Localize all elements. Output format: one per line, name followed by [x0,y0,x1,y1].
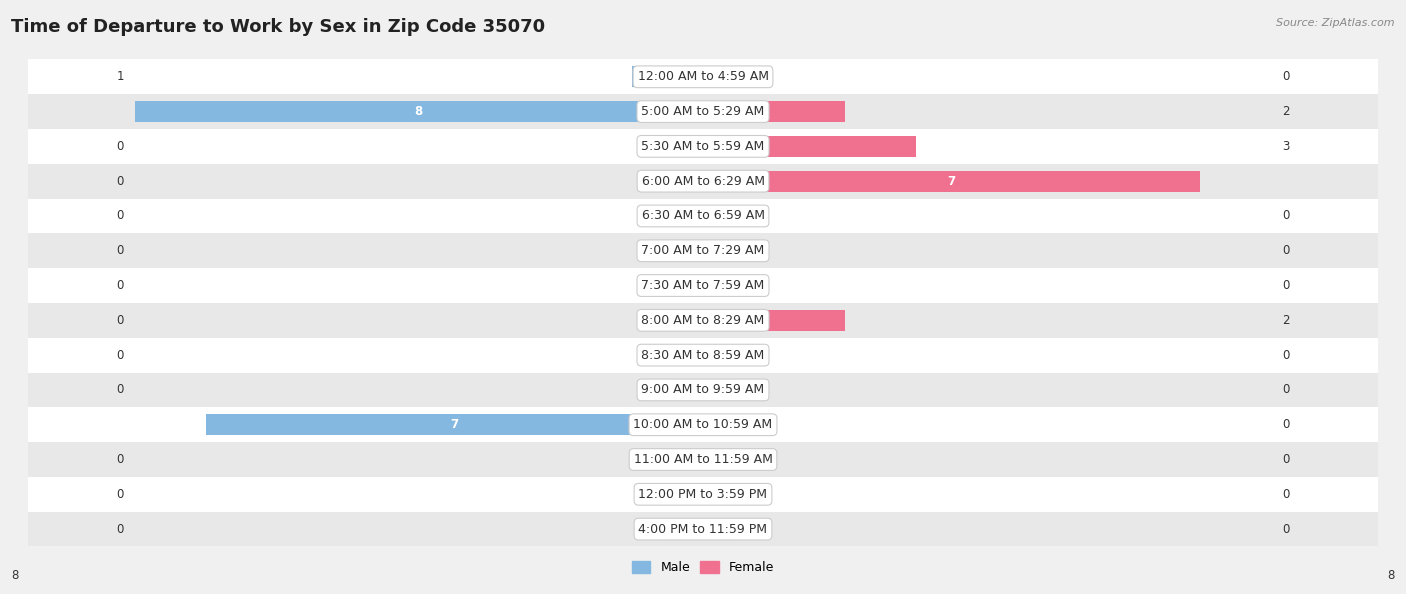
Text: 0: 0 [117,140,124,153]
Text: 7:30 AM to 7:59 AM: 7:30 AM to 7:59 AM [641,279,765,292]
Bar [0,59,1406,94]
Bar [668,241,703,261]
Text: 11:00 AM to 11:59 AM: 11:00 AM to 11:59 AM [634,453,772,466]
Bar [631,67,703,87]
Text: 4:00 PM to 11:59 PM: 4:00 PM to 11:59 PM [638,523,768,536]
Bar [0,338,1406,372]
Text: 7: 7 [948,175,956,188]
Bar [668,519,703,539]
Bar [703,170,1201,192]
Bar [0,511,1406,546]
Text: 6:30 AM to 6:59 AM: 6:30 AM to 6:59 AM [641,210,765,223]
Bar [668,136,703,157]
Text: 0: 0 [117,453,124,466]
Bar [703,275,738,296]
Text: 9:00 AM to 9:59 AM: 9:00 AM to 9:59 AM [641,383,765,396]
Bar [0,129,1406,164]
Text: 0: 0 [117,314,124,327]
Bar [703,414,738,435]
Text: 8: 8 [415,105,423,118]
Text: 5:30 AM to 5:59 AM: 5:30 AM to 5:59 AM [641,140,765,153]
Text: 2: 2 [1282,314,1289,327]
Text: 0: 0 [117,523,124,536]
Bar [0,407,1406,442]
Text: 0: 0 [117,383,124,396]
Text: 0: 0 [117,210,124,223]
Bar [668,449,703,470]
Bar [135,101,703,122]
Bar [703,67,738,87]
Text: 8:00 AM to 8:29 AM: 8:00 AM to 8:29 AM [641,314,765,327]
Bar [668,206,703,226]
Text: 0: 0 [117,244,124,257]
Text: 0: 0 [1282,70,1289,83]
Text: 0: 0 [1282,418,1289,431]
Text: 7: 7 [450,418,458,431]
Text: 3: 3 [1282,140,1289,153]
Bar [703,310,845,331]
Text: 7:00 AM to 7:29 AM: 7:00 AM to 7:29 AM [641,244,765,257]
Bar [703,484,738,505]
Text: 1: 1 [117,70,124,83]
Text: 0: 0 [117,349,124,362]
Text: 12:00 AM to 4:59 AM: 12:00 AM to 4:59 AM [637,70,769,83]
Legend: Male, Female: Male, Female [627,556,779,579]
Text: 8: 8 [11,569,18,582]
Text: 8: 8 [1388,569,1395,582]
Bar [703,206,738,226]
Bar [668,310,703,331]
Bar [205,414,703,435]
Bar [668,275,703,296]
Bar [0,164,1406,198]
Bar [703,241,738,261]
Bar [703,519,738,539]
Bar [0,94,1406,129]
Bar [668,380,703,400]
Text: Time of Departure to Work by Sex in Zip Code 35070: Time of Departure to Work by Sex in Zip … [11,18,546,36]
Text: 0: 0 [1282,279,1289,292]
Text: 0: 0 [117,488,124,501]
Bar [703,101,845,122]
Text: 0: 0 [1282,244,1289,257]
Bar [703,345,738,365]
Bar [0,303,1406,338]
Text: 12:00 PM to 3:59 PM: 12:00 PM to 3:59 PM [638,488,768,501]
Bar [0,198,1406,233]
Text: 0: 0 [1282,488,1289,501]
Text: 0: 0 [1282,349,1289,362]
Text: 0: 0 [1282,210,1289,223]
Text: 5:00 AM to 5:29 AM: 5:00 AM to 5:29 AM [641,105,765,118]
Bar [0,477,1406,511]
Text: 0: 0 [117,175,124,188]
Bar [668,170,703,192]
Text: 6:00 AM to 6:29 AM: 6:00 AM to 6:29 AM [641,175,765,188]
Bar [0,268,1406,303]
Bar [703,136,917,157]
Text: 0: 0 [1282,383,1289,396]
Bar [0,233,1406,268]
Bar [0,442,1406,477]
Text: 0: 0 [1282,523,1289,536]
Bar [668,345,703,365]
Text: 8:30 AM to 8:59 AM: 8:30 AM to 8:59 AM [641,349,765,362]
Text: Source: ZipAtlas.com: Source: ZipAtlas.com [1277,18,1395,28]
Bar [703,449,738,470]
Bar [0,372,1406,407]
Text: 10:00 AM to 10:59 AM: 10:00 AM to 10:59 AM [634,418,772,431]
Bar [703,380,738,400]
Text: 2: 2 [1282,105,1289,118]
Text: 0: 0 [117,279,124,292]
Text: 0: 0 [1282,453,1289,466]
Bar [668,484,703,505]
